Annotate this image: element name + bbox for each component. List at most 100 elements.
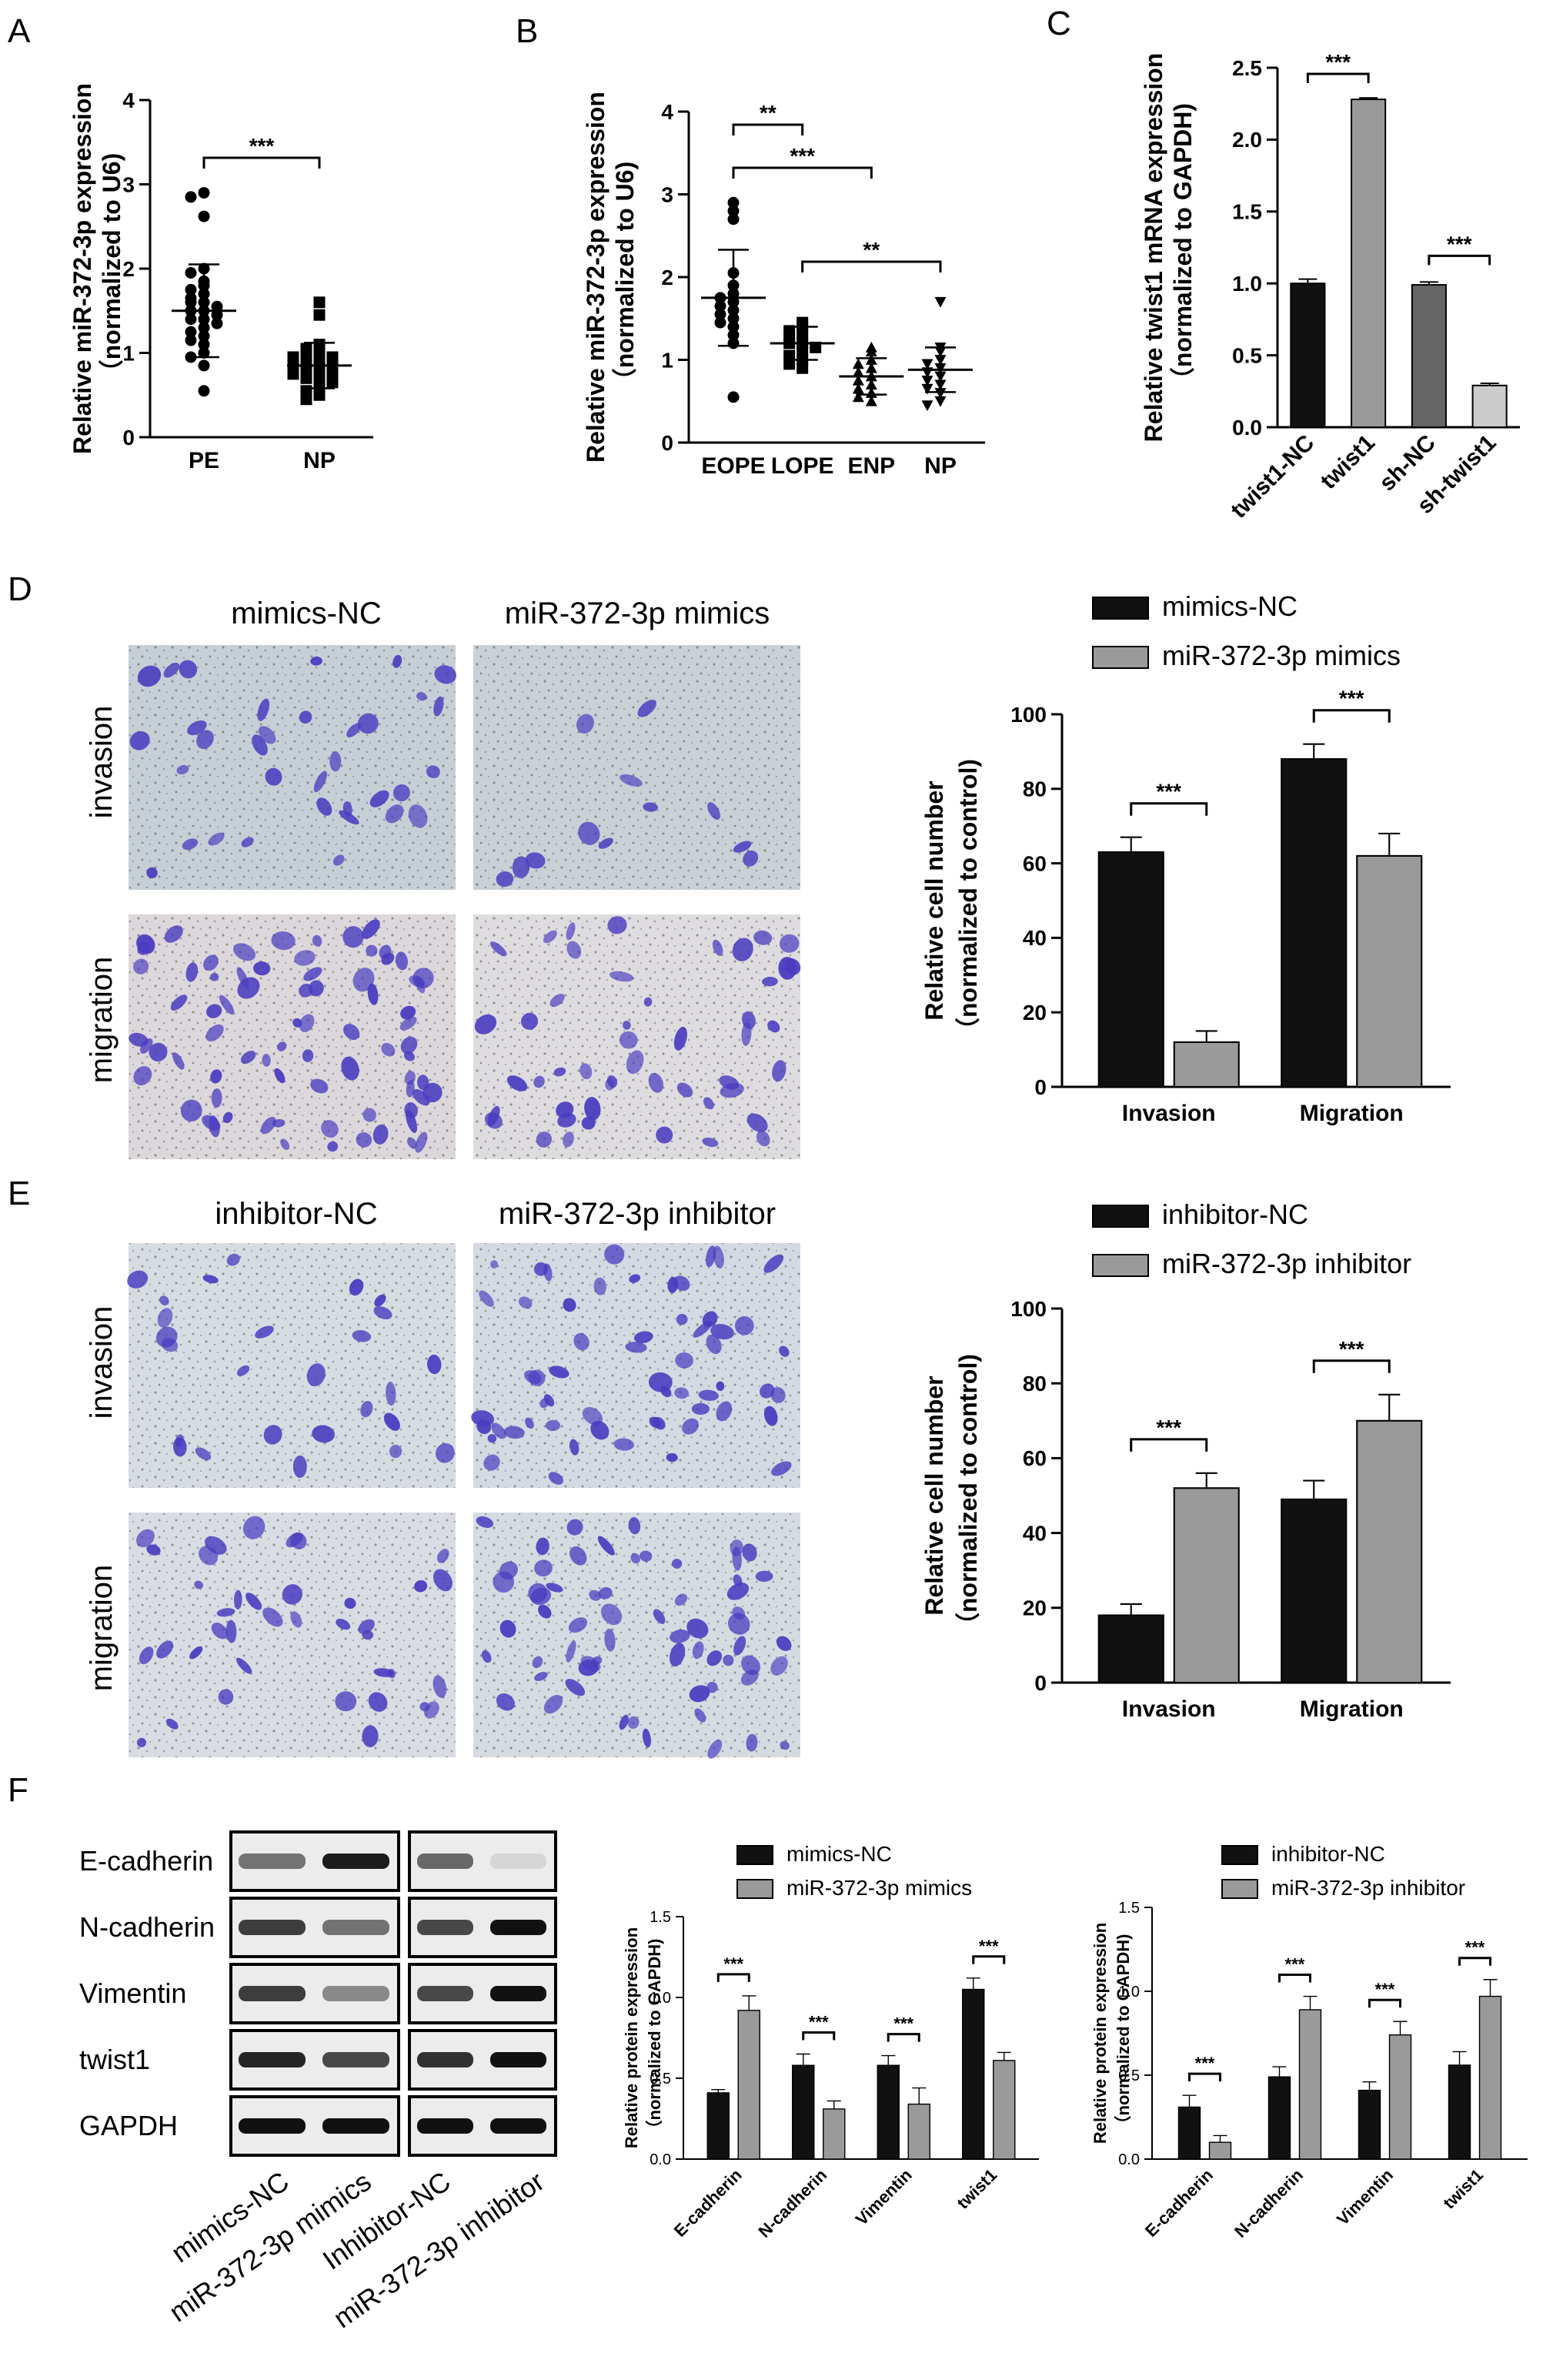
d-migration-mimics-stained-cell xyxy=(746,1113,768,1132)
e-migration-inhibitor-stained-cell xyxy=(707,1739,723,1759)
chart-e-legend-swatch xyxy=(1092,1205,1149,1228)
d-migration-mimics-stained-cell xyxy=(732,938,753,961)
chart-f1-bar xyxy=(877,2064,900,2160)
e-invasion-inhibitor-nc-stained-cell xyxy=(155,1326,178,1348)
e-migration-inhibitor-nc-stained-cell xyxy=(216,1608,235,1617)
chart-f1-x-category-label: Vimentin xyxy=(852,2165,916,2229)
e-migration-inhibitor-nc-stained-cell xyxy=(225,1620,237,1643)
e-migration-inhibitor-stained-cell xyxy=(746,1733,758,1752)
d-invasion-mimics-nc-stained-cell xyxy=(408,804,428,828)
d-invasion-mimics-nc-stained-cell xyxy=(208,832,225,846)
e-migration-inhibitor-stained-cell xyxy=(742,1543,757,1562)
d-migration-mimics-nc-stained-cell xyxy=(299,1014,315,1032)
chart-a-data-point xyxy=(300,393,312,406)
d-migration-mimics-nc-stained-cell xyxy=(262,1054,271,1067)
e-invasion-inhibitor-stained-cell xyxy=(763,1254,784,1273)
d-invasion-mimics-stained-cell xyxy=(643,802,659,812)
d-migration-mimics-nc-stained-cell xyxy=(136,934,155,954)
d-migration-mimics-stained-cell xyxy=(543,930,557,944)
chart-b-data-point xyxy=(727,205,740,217)
d-migration-mimics-nc-stained-cell xyxy=(362,919,380,939)
d-migration-mimics-stained-cell xyxy=(779,934,800,953)
d-migration-mimics-nc-stained-cell xyxy=(205,1004,222,1018)
chart-d-bar xyxy=(1097,851,1164,1088)
e-migration-inhibitor-stained-cell xyxy=(671,1559,683,1569)
blot-row-label: twist1 xyxy=(79,2044,150,2075)
blot-band xyxy=(322,1920,389,1935)
e-migration-inhibitor-stained-cell xyxy=(653,1609,666,1624)
e-migration-inhibitor-stained-cell xyxy=(694,1708,706,1723)
d-invasion-mimics-nc-stained-cell xyxy=(392,654,402,668)
chart-a-data-point xyxy=(185,283,197,296)
e-migration-inhibitor-stained-cell xyxy=(692,1641,704,1660)
chart-e-y-tick-label: 0 xyxy=(1034,1671,1047,1695)
e-migration-inhibitor-stained-cell xyxy=(733,1636,746,1656)
chart-f2-significance-label: *** xyxy=(1465,1938,1485,1957)
e-invasion-inhibitor-stained-cell xyxy=(604,1244,625,1265)
chart-a-data-point xyxy=(211,317,223,329)
e-invasion-inhibitor-nc-stained-cell xyxy=(306,1363,326,1387)
e-migration-inhibitor-nc-stained-cell xyxy=(136,1529,155,1548)
d-migration-mimics-nc-stained-cell xyxy=(203,954,219,971)
chart-a-y-tick-label: 1 xyxy=(122,341,135,365)
e-invasion-inhibitor-stained-cell xyxy=(479,1290,494,1307)
chart-a-data-point xyxy=(326,376,339,389)
d-migration-mimics-stained-cell xyxy=(563,1132,574,1148)
blot-band xyxy=(417,1854,473,1869)
chart-a-data-point xyxy=(287,368,299,380)
chart-f1-legend-swatch xyxy=(736,1845,773,1865)
d-migration-mimics-nc-stained-cell xyxy=(133,958,149,974)
chart-b-data-point xyxy=(934,396,947,407)
d-migration-mimics-stained-cell xyxy=(556,1101,574,1118)
e-migration-inhibitor-stained-cell xyxy=(499,1620,516,1638)
chart-a-data-point xyxy=(198,385,210,397)
chart-f2-y-tick-label: 1.0 xyxy=(1118,1984,1140,2001)
d-invasion-mimics-stained-cell xyxy=(512,856,530,879)
e-migration-inhibitor-nc-stained-cell xyxy=(199,1546,219,1566)
blot-row-label: Vimentin xyxy=(79,1977,186,2009)
d-migration-mimics-stained-cell xyxy=(520,1012,539,1030)
d-migration-mimics-nc-stained-cell xyxy=(395,951,408,971)
blot-band xyxy=(239,1986,306,2001)
d-migration-mimics-nc-stained-cell xyxy=(417,1075,429,1091)
e-invasion-inhibitor-nc-stained-cell xyxy=(159,1295,169,1305)
chart-f2-legend-label: miR-372-3p inhibitor xyxy=(1271,1876,1465,1900)
chart-f2-bar xyxy=(1177,2106,1201,2160)
chart-f2-bar xyxy=(1267,2076,1291,2160)
chart-d-y-tick-label: 0 xyxy=(1034,1075,1047,1099)
d-row1-label: invasion xyxy=(85,706,119,819)
e-invasion-inhibitor-stained-cell xyxy=(698,1389,719,1401)
d-invasion-mimics-nc-stained-cell xyxy=(313,770,327,793)
chart-f1-bar xyxy=(962,1988,985,2160)
chart-e-significance-label: *** xyxy=(1156,1416,1181,1439)
chart-c-bar xyxy=(1411,284,1447,428)
chart-e-significance-label: *** xyxy=(1339,1337,1364,1361)
blot-band xyxy=(490,1920,546,1935)
chart-b-data-point xyxy=(852,366,864,377)
chart-b-y-tick-label: 0 xyxy=(661,431,673,455)
d-migration-mimics-nc-stained-cell xyxy=(341,1056,359,1081)
chart-f1-bar xyxy=(737,2010,760,2160)
chart-e-bar xyxy=(1356,1419,1423,1684)
d-migration-mimics-nc-stained-cell xyxy=(164,925,183,943)
chart-a-y-tick-label: 4 xyxy=(122,89,135,112)
d-migration-mimics-nc-stained-cell xyxy=(205,1024,224,1041)
chart-a-y-label-line1: Relative miR-372-3p expression xyxy=(68,83,96,454)
chart-b-x-category-label: NP xyxy=(924,453,957,479)
d-invasion-mimics-nc-stained-cell xyxy=(339,810,359,825)
panel-letter-e: E xyxy=(8,1175,30,1212)
e-col2-title: miR-372-3p inhibitor xyxy=(499,1197,776,1231)
chart-e-bar xyxy=(1097,1614,1164,1684)
e-invasion-inhibitor-stained-cell xyxy=(548,1472,564,1485)
e-migration-inhibitor-stained-cell xyxy=(543,1694,563,1714)
d-migration-mimics-stained-cell xyxy=(533,1075,545,1088)
d-invasion-mimics-nc-stained-cell xyxy=(265,767,282,786)
e-migration-inhibitor-nc-stained-cell xyxy=(156,1640,174,1659)
e-invasion-inhibitor-stained-cell xyxy=(613,1438,634,1451)
e-invasion-inhibitor-nc-stained-cell xyxy=(383,1412,400,1431)
e-invasion-inhibitor-stained-cell xyxy=(771,1461,792,1476)
d-migration-mimics-nc-stained-cell xyxy=(302,1049,314,1062)
chart-f1-significance-label: *** xyxy=(809,2013,829,2032)
e-migration-inhibitor-stained-cell xyxy=(640,1550,653,1562)
d-migration-mimics-stained-cell xyxy=(712,939,723,956)
